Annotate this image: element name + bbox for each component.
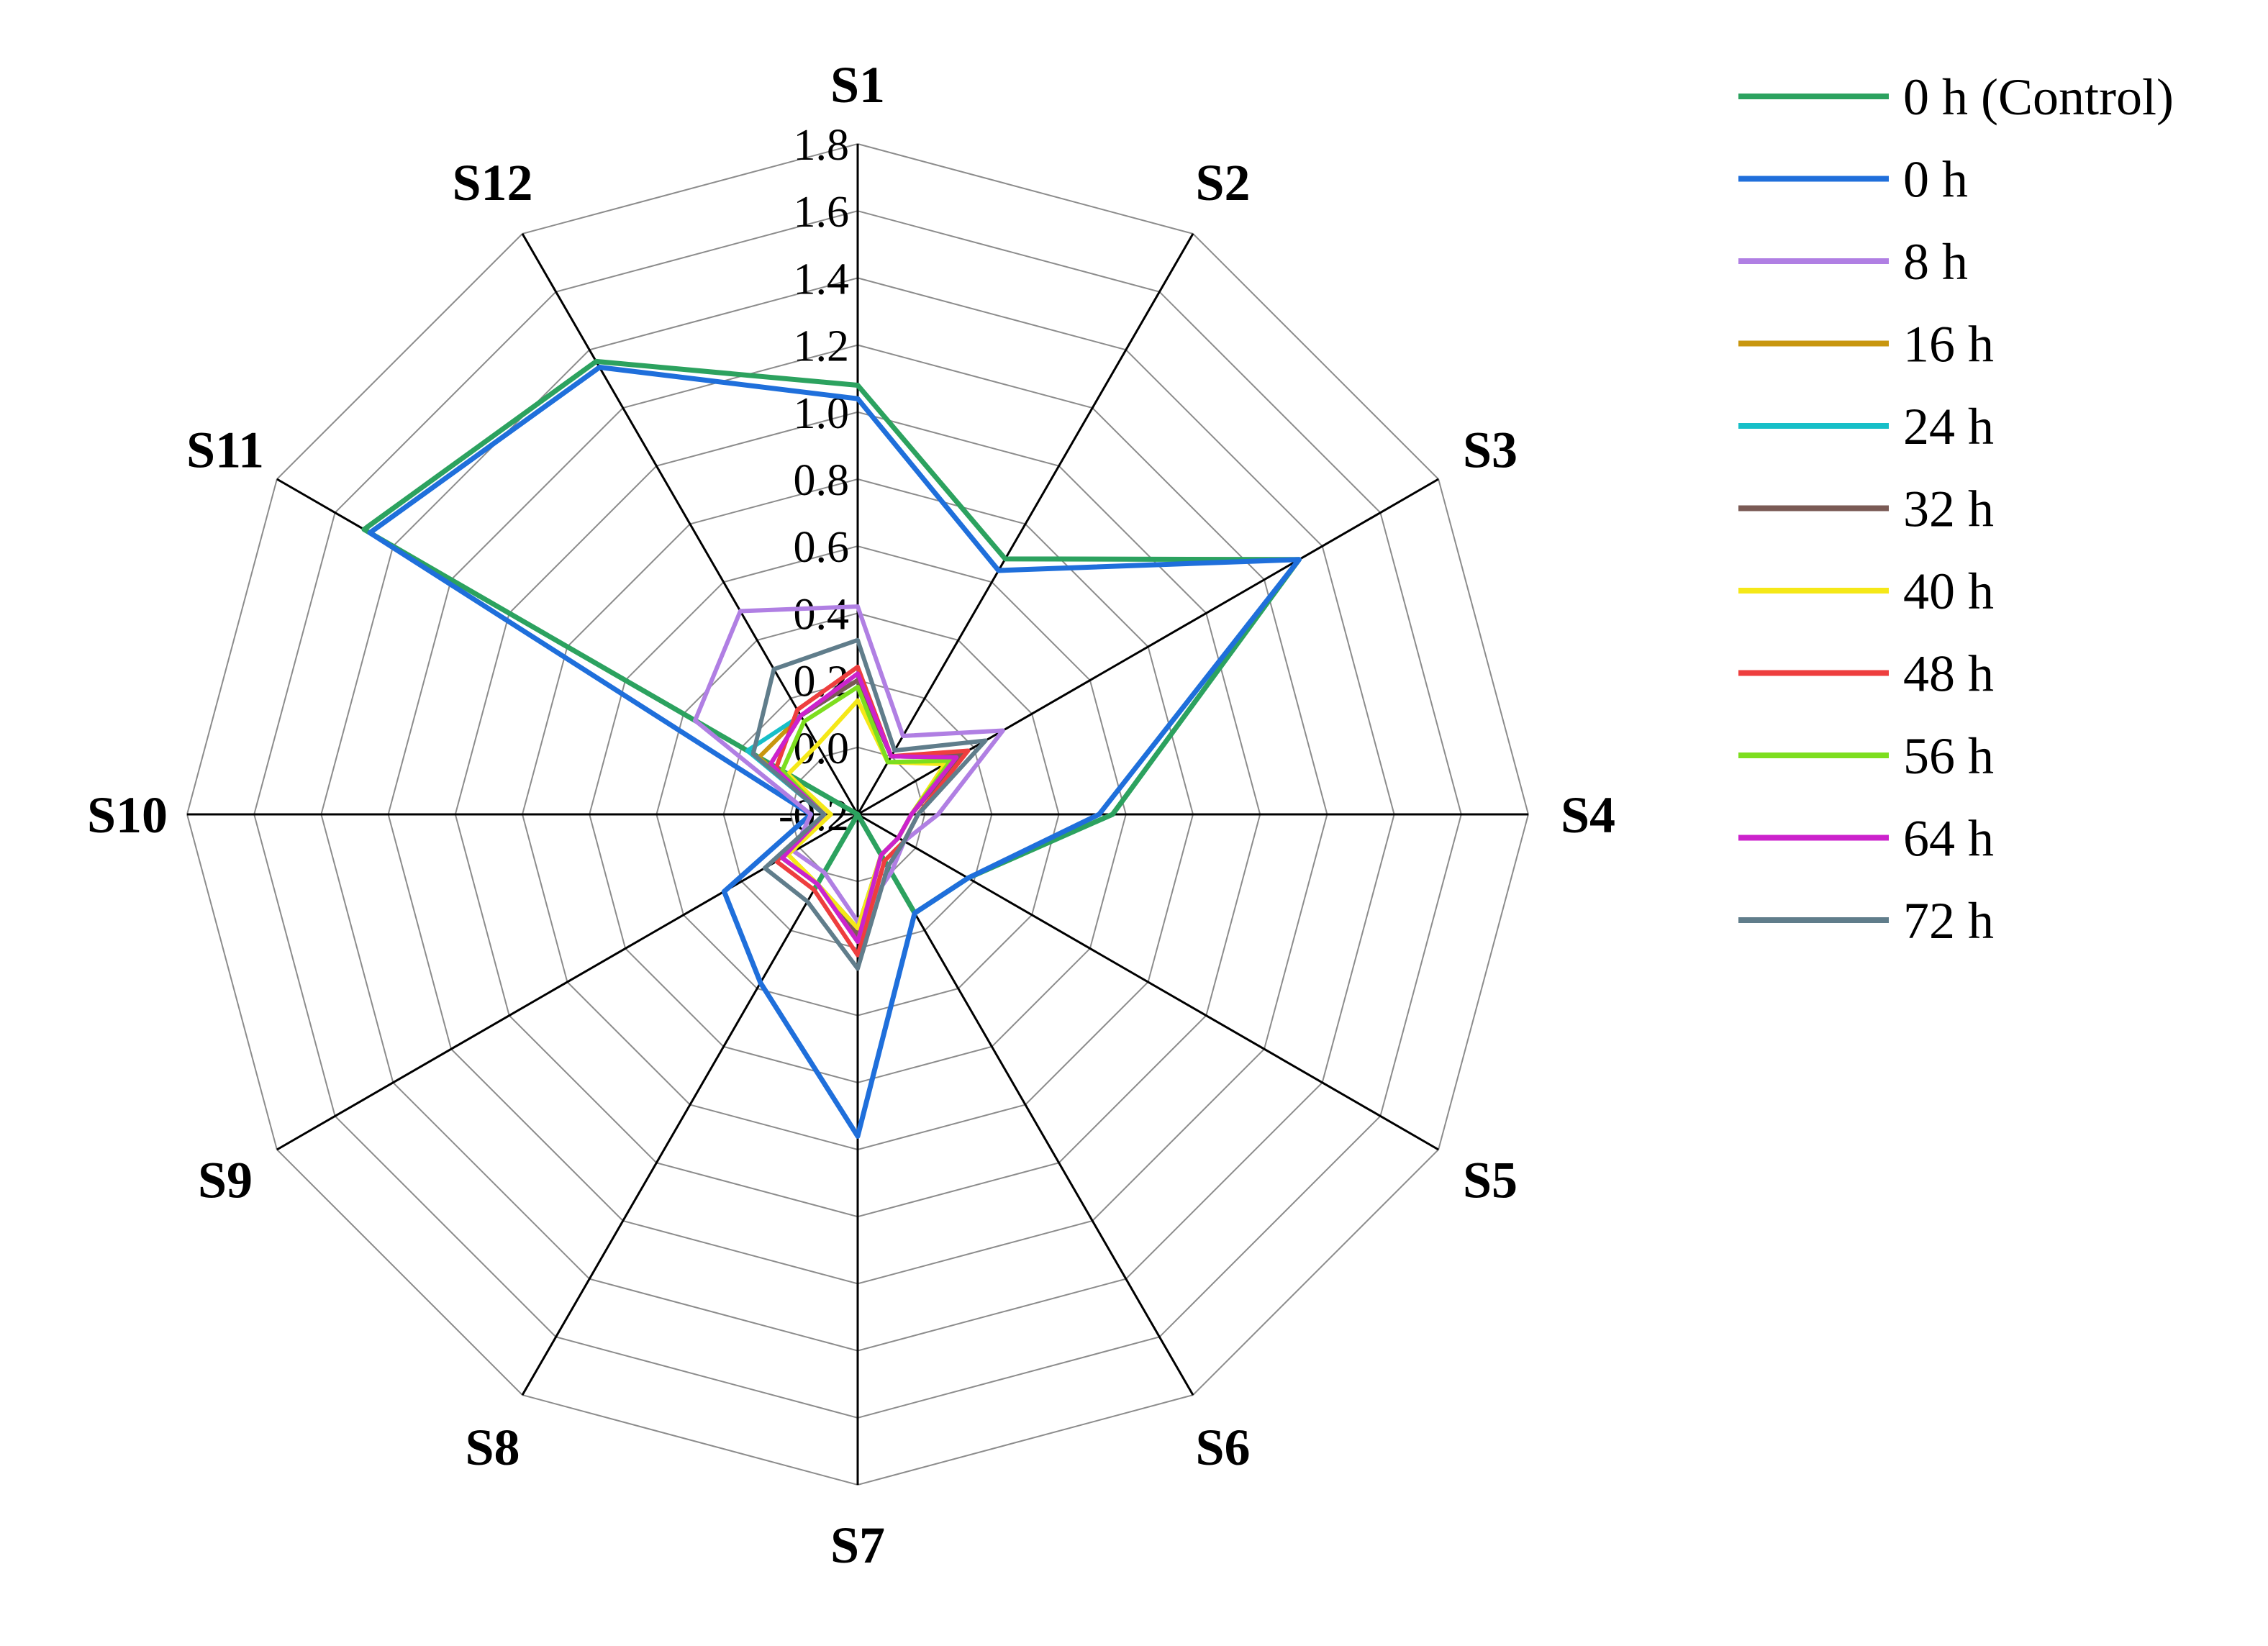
tick-label: 1.4 — [794, 255, 850, 304]
legend-label: 16 h — [1903, 316, 1994, 373]
legend-label: 48 h — [1903, 645, 1994, 703]
spoke-s9 — [276, 813, 858, 1151]
legend-label: 40 h — [1903, 563, 1994, 620]
tick-label: 0.8 — [794, 456, 850, 505]
axis-label-layer: S1 S2 S3 S4 S5 S6 S7 S8 S9 S10 S11 S12 — [87, 56, 1615, 1574]
legend-label: 72 h — [1903, 892, 1994, 950]
axis-label-s7: S7 — [830, 1517, 885, 1574]
axis-label-s3: S3 — [1463, 422, 1518, 479]
axis-label-s8: S8 — [465, 1419, 520, 1476]
series-line-0-h — [367, 365, 1302, 1139]
spoke-s8 — [521, 814, 859, 1396]
legend-label: 56 h — [1903, 727, 1994, 785]
tick-label: 0.4 — [794, 590, 850, 639]
legend-label: 8 h — [1903, 233, 1968, 291]
legend-label: 0 h (Control) — [1903, 68, 2174, 126]
axis-label-s11: S11 — [186, 422, 264, 479]
legend-label: 24 h — [1903, 398, 1994, 455]
axis-label-s1: S1 — [830, 56, 885, 114]
legend: 0 h (Control) 0 h 8 h 16 h 24 h 32 h 40 h 48 h 5… — [1738, 68, 2174, 950]
axis-label-s4: S4 — [1561, 786, 1615, 844]
axis-label-s2: S2 — [1195, 154, 1250, 212]
axis-label-s10: S10 — [87, 786, 168, 844]
axis-label-s5: S5 — [1463, 1152, 1518, 1209]
axis-label-s9: S9 — [198, 1152, 253, 1209]
series-line-64-h — [768, 671, 959, 945]
legend-label: 32 h — [1903, 481, 1994, 538]
tick-label: 1.8 — [794, 121, 850, 170]
series-layer — [361, 358, 1302, 1139]
spoke-s2 — [856, 233, 1194, 815]
axis-label-s6: S6 — [1195, 1419, 1250, 1476]
legend-label: 0 h — [1903, 151, 1968, 209]
axis-label-s12: S12 — [452, 154, 532, 212]
tick-label: 1.6 — [794, 188, 850, 237]
tick-label: 0.6 — [794, 523, 850, 572]
spoke-s5 — [857, 813, 1439, 1151]
tick-label: 0.0 — [794, 724, 850, 773]
legend-label: 64 h — [1903, 810, 1994, 868]
tick-label: 1.2 — [794, 322, 850, 371]
series-line-72-h — [750, 637, 988, 971]
